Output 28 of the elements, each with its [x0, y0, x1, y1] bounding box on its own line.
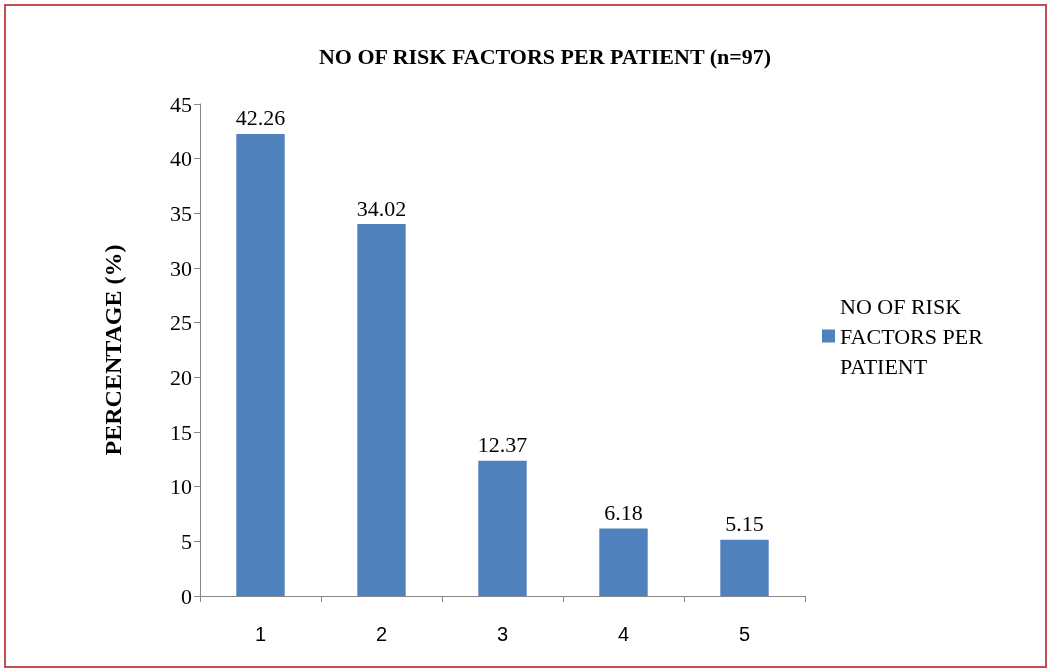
x-tick-label: 4 — [617, 623, 630, 645]
data-label: 5.15 — [725, 511, 764, 537]
x-tick-label: 2 — [375, 623, 388, 645]
y-tick-label: 0 — [181, 583, 192, 609]
x-tick-label: 3 — [496, 623, 509, 645]
x-tick-label: 1 — [254, 623, 267, 645]
data-label: 6.18 — [604, 499, 643, 525]
y-tick-label: 10 — [170, 474, 192, 500]
y-tick-label: 25 — [170, 310, 192, 336]
x-tick-label: 5 — [738, 623, 751, 645]
y-tick-label: 35 — [170, 200, 192, 226]
bar — [720, 539, 769, 596]
y-tick-label: 45 — [170, 91, 192, 117]
y-tick-label: 30 — [170, 255, 192, 281]
y-axis-title: PERCENTAGE (%) — [100, 244, 126, 456]
chart-title: NO OF RISK FACTORS PER PATIENT (n=97) — [318, 43, 772, 69]
data-label: 34.02 — [356, 195, 407, 221]
y-tick-label: 15 — [170, 419, 192, 445]
y-tick-label: 40 — [170, 146, 192, 172]
bar — [236, 133, 285, 596]
data-label: 12.37 — [477, 432, 528, 458]
y-tick-label: 20 — [170, 364, 192, 390]
legend-label: NO OF RISK FACTORS PER PATIENT — [840, 293, 989, 379]
bar — [478, 460, 527, 596]
data-label: 42.26 — [235, 105, 286, 131]
bar — [599, 528, 648, 596]
y-tick-label: 5 — [181, 528, 192, 554]
bar — [357, 224, 406, 596]
